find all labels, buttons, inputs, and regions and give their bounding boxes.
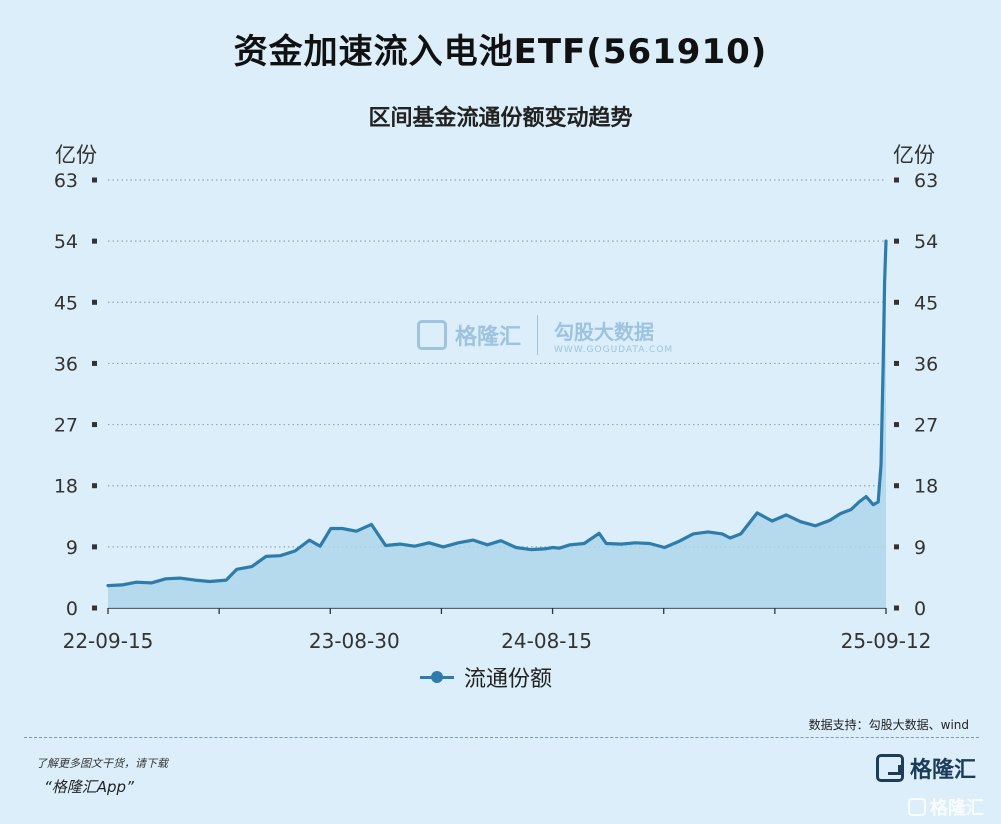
y-tick-right <box>894 299 899 305</box>
brand-logo: 格隆汇 <box>876 752 976 784</box>
watermark: 格隆汇 勾股大数据 WWW.GOGUDATA.COM <box>417 315 673 355</box>
legend-swatch-icon <box>420 669 454 685</box>
series-line <box>106 239 888 588</box>
y-tick-left <box>92 605 97 611</box>
series-area <box>108 241 886 608</box>
y-tick-label-left: 18 <box>54 476 78 498</box>
y-tick-left <box>92 544 97 550</box>
data-source: 数据支持：勾股大数据、wind <box>808 718 969 732</box>
corner-watermark-icon <box>908 798 926 816</box>
y-tick-label-left: 45 <box>54 292 78 314</box>
corner-watermark: 格隆汇 <box>908 794 984 820</box>
y-tick-label-right: 18 <box>914 476 938 498</box>
footer-divider <box>24 737 979 738</box>
watermark-url: WWW.GOGUDATA.COM <box>554 344 674 355</box>
y-tick-label-right: 63 <box>914 170 938 192</box>
x-tick-label: 22-09-15 <box>63 629 154 653</box>
promo-app-name: “格隆汇App” <box>44 778 134 796</box>
y-axis-unit-right: 亿份 <box>893 143 935 167</box>
y-tick-label-left: 27 <box>54 415 78 437</box>
watermark-brand2: 勾股大数据 <box>554 319 655 344</box>
page-title: 资金加速流入电池ETF(561910) <box>233 32 768 72</box>
y-tick-left <box>92 483 97 489</box>
y-tick-right <box>894 544 899 550</box>
legend-label: 流通份额 <box>464 667 553 692</box>
corner-watermark-text: 格隆汇 <box>930 798 984 819</box>
x-tick-label: 24-08-15 <box>501 629 592 653</box>
watermark-separator <box>537 315 539 355</box>
y-tick-left <box>92 238 97 244</box>
y-tick-right <box>894 238 899 244</box>
y-tick-label-left: 9 <box>66 537 78 559</box>
brand-logo-icon <box>876 754 904 782</box>
watermark-logo-icon <box>417 320 447 350</box>
y-axis-unit-left: 亿份 <box>55 143 97 167</box>
y-tick-label-right: 54 <box>914 231 938 253</box>
y-tick-label-right: 27 <box>914 415 938 437</box>
y-tick-right <box>894 422 899 428</box>
y-tick-right <box>894 360 899 366</box>
y-tick-right <box>894 483 899 489</box>
y-tick-label-right: 0 <box>914 598 926 620</box>
y-tick-label-left: 36 <box>54 353 78 375</box>
legend[interactable]: 流通份额 <box>420 662 552 692</box>
chart-subtitle: 区间基金流通份额变动趋势 <box>368 106 633 131</box>
brand-name: 格隆汇 <box>910 758 977 783</box>
y-tick-label-left: 63 <box>54 170 78 192</box>
y-tick-label-right: 36 <box>914 353 938 375</box>
y-tick-left <box>92 177 97 183</box>
x-tick-label: 25-09-12 <box>841 629 932 653</box>
y-tick-left <box>92 360 97 366</box>
y-tick-left <box>92 422 97 428</box>
y-tick-label-right: 45 <box>914 292 938 314</box>
watermark-brand: 格隆汇 <box>455 325 522 350</box>
y-tick-left <box>92 299 97 305</box>
y-tick-right <box>894 605 899 611</box>
y-tick-label-left: 54 <box>54 231 78 253</box>
x-tick-label: 23-08-30 <box>309 629 400 653</box>
promo-text: 了解更多图文干货，请下载 <box>36 757 168 770</box>
y-tick-label-left: 0 <box>66 598 78 620</box>
y-tick-label-right: 9 <box>914 537 926 559</box>
y-tick-right <box>894 177 899 183</box>
